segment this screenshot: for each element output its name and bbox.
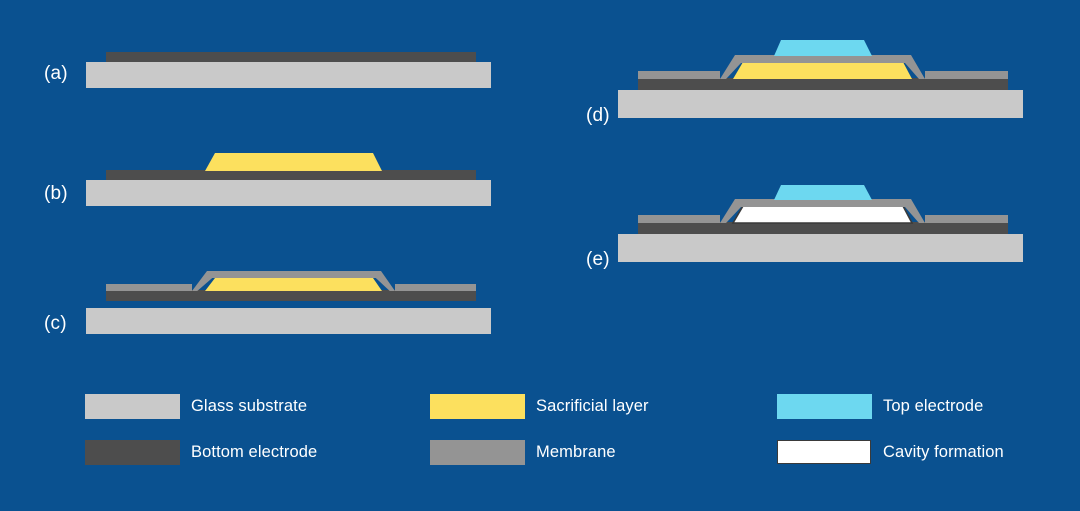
panel-e-membrane (720, 199, 925, 223)
panel-d-membrane-wing-right (925, 71, 1008, 79)
panel-e-cavity (731, 205, 914, 224)
panel-label-a: (a) (44, 63, 68, 84)
legend-label-sacrificial-layer: Sacrificial layer (536, 397, 649, 415)
panel-e-bottom-electrode (638, 222, 1008, 234)
legend-label-top-electrode: Top electrode (883, 397, 984, 415)
panel-c-sacrificial-layer (205, 278, 382, 291)
panel-a-glass-substrate (86, 62, 491, 88)
legend-swatch-membrane (430, 440, 525, 465)
panel-c-membrane-wing-right (395, 284, 476, 291)
panel-b-glass-substrate (86, 180, 491, 206)
legend-label-cavity-formation: Cavity formation (883, 443, 1004, 461)
panel-c-glass-substrate (86, 308, 491, 334)
panel-e-glass-substrate (618, 234, 1023, 262)
panel-label-c: (c) (44, 313, 67, 334)
panel-e-membrane-wing-right (925, 215, 1008, 223)
panel-c-bottom-electrode (106, 290, 476, 301)
panel-label-e: (e) (586, 249, 610, 270)
panel-label-b: (b) (44, 183, 68, 204)
legend-swatch-glass-substrate (85, 394, 180, 419)
panel-d-sacrificial-layer (733, 62, 912, 79)
panel-d-top-electrode (774, 40, 872, 56)
legend-label-membrane: Membrane (536, 443, 616, 461)
panel-a-bottom-electrode (106, 52, 476, 63)
panel-c-membrane (192, 271, 395, 291)
panel-label-d: (d) (586, 105, 610, 126)
panel-b-sacrificial-layer (205, 153, 382, 171)
panel-c-membrane-wing-left (106, 284, 192, 291)
legend-swatch-bottom-electrode (85, 440, 180, 465)
panel-e-top-electrode (774, 185, 872, 200)
legend-label-glass-substrate: Glass substrate (191, 397, 308, 415)
legend-swatch-cavity-formation (777, 440, 871, 464)
panel-e-membrane-wing-left (638, 215, 720, 223)
panel-b-bottom-electrode (106, 170, 476, 181)
panel-d-membrane (720, 55, 925, 79)
panel-d-bottom-electrode (638, 78, 1008, 90)
legend-swatch-top-electrode (777, 394, 872, 419)
legend-swatch-sacrificial-layer (430, 394, 525, 419)
panel-d-glass-substrate (618, 90, 1023, 118)
panel-d-membrane-wing-left (638, 71, 720, 79)
legend-label-bottom-electrode: Bottom electrode (191, 443, 318, 461)
